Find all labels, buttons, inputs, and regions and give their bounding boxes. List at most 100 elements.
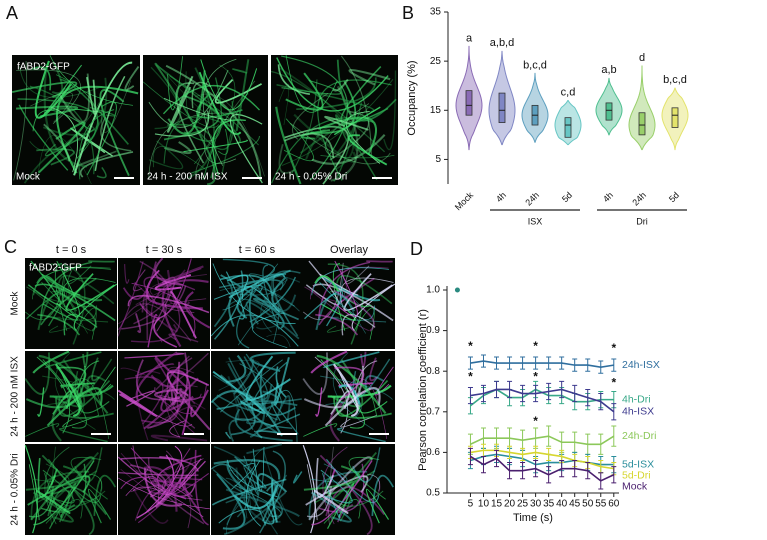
panel-label: C [4, 237, 17, 257]
filament [320, 375, 393, 400]
filament [229, 277, 288, 296]
filament [41, 273, 81, 296]
filament [334, 260, 358, 317]
filament [42, 359, 88, 429]
annotation: * [468, 369, 473, 383]
box [564, 117, 572, 138]
filament [225, 354, 247, 384]
error-bar [467, 356, 473, 370]
filament [135, 359, 181, 401]
filament [356, 479, 381, 503]
filament [270, 275, 301, 324]
filament [285, 72, 324, 111]
filament [306, 464, 318, 521]
filament [225, 496, 250, 518]
filament [227, 375, 240, 423]
filament [46, 387, 103, 427]
error-bar [480, 354, 486, 368]
filament [127, 295, 210, 314]
filament [191, 81, 212, 109]
filament [178, 390, 211, 431]
filament [49, 55, 134, 106]
filament [121, 285, 187, 330]
filament [341, 313, 376, 336]
filament [35, 489, 71, 514]
filament [154, 352, 209, 394]
filament [195, 80, 256, 178]
filament [36, 275, 62, 292]
filament [52, 390, 73, 415]
filament [28, 464, 40, 521]
filament [324, 387, 381, 427]
filament [266, 334, 291, 348]
filament [311, 134, 386, 165]
significance-letter: b,c,d [663, 74, 687, 86]
filament [279, 67, 355, 171]
significance-letter: a [466, 32, 473, 44]
series-line [470, 449, 614, 470]
filament [162, 458, 204, 501]
filament [30, 92, 73, 123]
filament [310, 80, 357, 134]
filament [56, 366, 87, 401]
filament [274, 357, 290, 406]
filament [371, 474, 394, 516]
filament [234, 408, 293, 442]
filament [216, 356, 264, 412]
filament [228, 273, 286, 299]
panel-label: A [6, 3, 18, 23]
filament [43, 64, 88, 168]
filament [156, 383, 208, 414]
filament [333, 102, 363, 182]
filament [126, 390, 155, 407]
filament [245, 355, 291, 402]
filament [55, 395, 114, 419]
filament [48, 325, 74, 333]
filament [246, 443, 283, 455]
error-bar [598, 472, 604, 490]
filament [29, 85, 95, 175]
filament [326, 458, 380, 504]
filament [88, 260, 115, 263]
filament [32, 109, 89, 132]
x-tick-label: 20 [504, 499, 516, 510]
column-header: t = 60 s [239, 244, 276, 256]
filament [351, 283, 396, 332]
box [605, 102, 613, 121]
y-tick-label: 0.8 [426, 366, 440, 377]
error-bar [572, 358, 578, 372]
series-line [470, 388, 615, 413]
legend-label: 5d-Dri [622, 469, 651, 481]
filament [249, 276, 297, 323]
filament [24, 352, 51, 395]
column-header: Overlay [330, 244, 368, 256]
filament [255, 321, 285, 330]
filament [163, 97, 232, 121]
error-bar [611, 466, 617, 484]
error-bar [572, 460, 578, 478]
filament [232, 68, 248, 74]
x-tick-label: 55 [595, 499, 607, 510]
filament [327, 263, 364, 345]
filament [60, 384, 83, 405]
filament [158, 265, 204, 287]
filament [241, 285, 281, 313]
filament [348, 456, 386, 500]
group-label: Dri [636, 216, 648, 226]
filament [167, 448, 209, 495]
filament [330, 85, 359, 182]
row-label: 24 h - 0.05% Dri [10, 453, 21, 525]
error-bar [480, 384, 486, 403]
filament [213, 459, 281, 480]
filament [318, 469, 353, 504]
error-bar [480, 455, 486, 474]
annotation: * [533, 369, 538, 383]
filament [42, 375, 115, 400]
error-bar [507, 462, 513, 480]
filament [251, 361, 293, 429]
legend-label: 5d-ISX [622, 458, 654, 470]
filament [334, 366, 365, 401]
filament [320, 359, 366, 429]
filament [167, 56, 183, 111]
filament [37, 457, 57, 498]
